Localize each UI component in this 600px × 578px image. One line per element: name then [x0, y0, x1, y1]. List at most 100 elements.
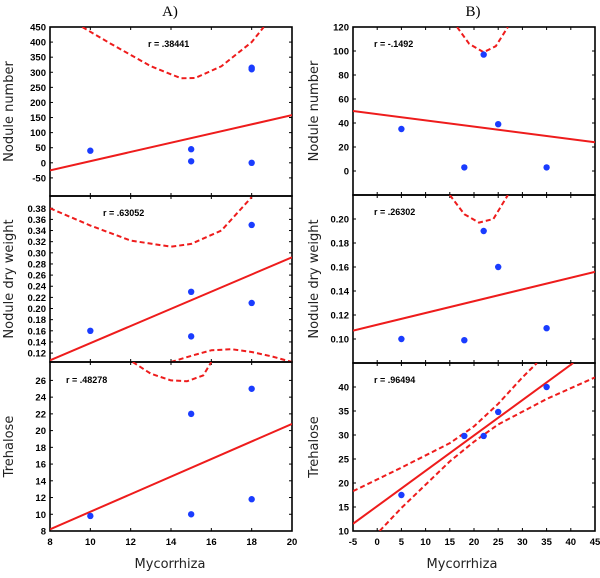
confidence-band-upper [81, 27, 265, 80]
y-tick-label: 24 [35, 393, 46, 404]
y-tick-label: 300 [30, 68, 46, 79]
confidence-band-lower [378, 376, 595, 531]
y-tick-label: 0.38 [28, 204, 47, 215]
plot-frame [49, 195, 293, 363]
data-point [248, 385, 255, 392]
plot-area [50, 27, 292, 172]
y-tick-label: 0.20 [331, 215, 350, 226]
y-tick-label: 0.22 [28, 293, 47, 304]
plot-frame [49, 361, 293, 532]
confidence-band-lower [170, 348, 292, 362]
y-tick-label: 100 [333, 47, 349, 58]
y-tick-label: 0.28 [28, 259, 47, 270]
x-tick-label: 5 [399, 537, 405, 548]
y-tick-label: 0.30 [28, 248, 47, 259]
y-axis-label: Trehalose [2, 416, 17, 479]
y-tick-label: 0 [41, 158, 46, 169]
x-tick-label: 20 [469, 537, 480, 548]
regression-line [50, 422, 292, 531]
y-tick-label: 14 [35, 476, 46, 487]
column-a: -50 0 50 100 150 200 250 300 350 400 450 Nodule num… [2, 23, 297, 549]
y-tick-label: 0.18 [28, 315, 47, 326]
x-axis-label-a: Mycorrhiza [135, 557, 206, 572]
data-point [248, 221, 255, 229]
correlation-label: r = .63052 [103, 208, 144, 218]
data-point [248, 299, 255, 307]
data-point [187, 333, 195, 340]
y-tick-label: 250 [30, 83, 46, 94]
y-tick-label: 0.18 [331, 239, 350, 250]
data-point [87, 512, 94, 520]
y-tick-label: 50 [35, 143, 46, 154]
x-tick-label: 35 [541, 537, 552, 548]
correlation-label: r = .26302 [374, 207, 415, 217]
y-tick-label: 200 [30, 98, 46, 109]
y-tick-label: 0.32 [28, 237, 47, 248]
confidence-band-upper [132, 362, 213, 383]
x-tick-label: 12 [125, 537, 136, 548]
x-axis-label-b: Mycorrhiza [427, 557, 498, 572]
panel-nodule-dry-weight: 0.10 0.12 0.14 0.16 0.18 0.20 Nodule dry weigh… [307, 194, 596, 364]
y-tick-label: 30 [338, 431, 349, 442]
data-point [543, 164, 550, 171]
data-point [187, 410, 195, 418]
y-axis-label: Trehalose [307, 416, 322, 479]
y-tick-label: 400 [30, 38, 46, 49]
data-point [495, 121, 502, 128]
plot-area [50, 196, 292, 362]
correlation-label: r = .38441 [148, 39, 189, 49]
x-tick-label: 10 [420, 537, 431, 548]
y-tick-label: 0.12 [28, 349, 47, 360]
x-tick-label: 45 [590, 537, 600, 548]
regression-line [50, 114, 292, 172]
panel-nodule-number: 0 20 40 60 80 100 120 Nodule number r = -.1492 [307, 23, 596, 196]
plot-frame [352, 26, 596, 196]
data-point [398, 125, 405, 133]
y-tick-label: 20 [35, 426, 46, 437]
data-point [87, 327, 94, 335]
y-axis-label: Nodule number [2, 61, 17, 162]
y-tick-label: 80 [338, 71, 349, 82]
y-tick-label: 16 [35, 460, 46, 471]
plot-frame [49, 26, 293, 197]
panel-trehalose: 8 10 12 14 16 18 20 22 24 26 Trehalose r = .48278 8 1… [2, 361, 297, 548]
plot-area [353, 27, 595, 171]
correlation-label: r = -.1492 [374, 39, 413, 49]
x-tick-label: 15 [445, 537, 456, 548]
data-point [187, 511, 195, 518]
data-point [543, 325, 550, 332]
x-tick-label: -5 [349, 537, 358, 548]
y-tick-label: 0.16 [28, 326, 47, 337]
plot-area [353, 195, 595, 344]
y-tick-label: 12 [35, 493, 46, 504]
data-point [480, 432, 487, 440]
confidence-band-upper [353, 363, 538, 493]
y-tick-label: 350 [30, 53, 46, 64]
regression-line [353, 363, 574, 525]
y-tick-label: 450 [30, 23, 46, 34]
x-tick-label: 40 [566, 537, 577, 548]
y-tick-label: 8 [41, 527, 46, 538]
y-tick-label: 15 [338, 503, 349, 514]
x-tick-label: 14 [166, 537, 177, 548]
plot-area [353, 363, 595, 531]
correlation-label: r = .48278 [66, 375, 107, 385]
confidence-band-upper [50, 196, 253, 248]
confidence-band-upper [449, 195, 509, 224]
panel-nodule-dry-weight: 0.120.140.160.180.200.220.240.260.280.30… [2, 195, 293, 363]
data-point [495, 263, 502, 271]
y-tick-label: 10 [338, 527, 349, 538]
y-tick-label: 35 [338, 407, 349, 418]
plot-area [50, 362, 292, 531]
x-tick-label: 30 [517, 537, 528, 548]
data-point [480, 227, 487, 235]
data-point [461, 337, 468, 344]
plot-frame [352, 362, 596, 532]
y-tick-label: -50 [32, 173, 46, 184]
y-tick-label: 0.12 [331, 311, 350, 322]
data-point [248, 496, 255, 503]
x-tick-label: 0 [375, 537, 380, 548]
data-point [187, 288, 195, 296]
